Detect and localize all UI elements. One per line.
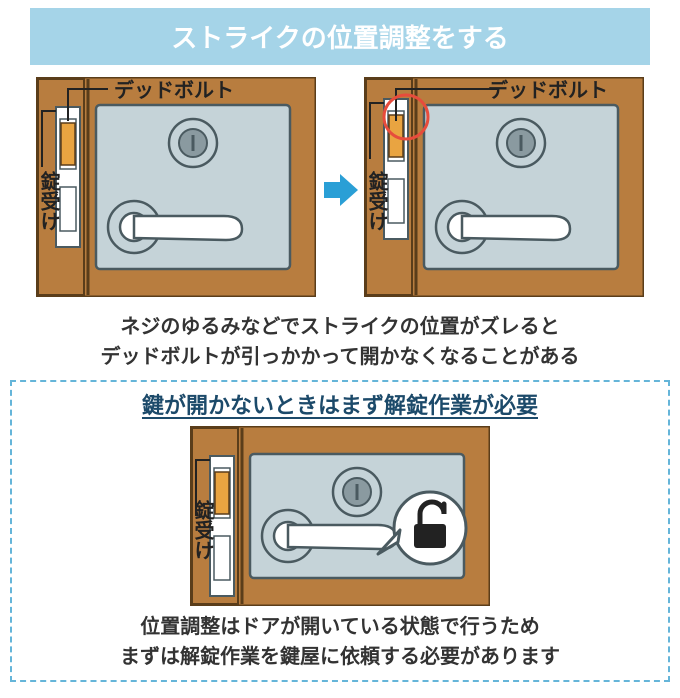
svg-text:デッドボルト: デッドボルト xyxy=(488,78,608,102)
arrow-icon xyxy=(320,170,360,210)
svg-text:錠受け: 錠受け xyxy=(191,499,214,560)
explain1-l2: デッドボルトが引っかかって開かなくなることがある xyxy=(101,346,580,368)
title-text: ストライクの位置調整をする xyxy=(171,23,508,53)
note-box: 鍵が開かないときはまず解錠作業が必要 錠受け 位置調整はドアが開いている状態で行… xyxy=(10,380,670,682)
subhead: 鍵が開かないときはまず解錠作業が必要 xyxy=(22,388,658,420)
title-bar: ストライクの位置調整をする xyxy=(30,8,650,65)
explain2-l1: 位置調整はドアが開いている状態で行うため xyxy=(140,616,539,638)
diagram-right: 錠受け デッドボルト xyxy=(364,77,644,302)
svg-text:デッドボルト: デッドボルト xyxy=(114,78,234,102)
svg-text:錠受け: 錠受け xyxy=(365,170,388,231)
svg-text:錠受け: 錠受け xyxy=(37,170,60,231)
comparison-row: 錠受け デッドボルト 錠受け デッドボルト xyxy=(0,77,680,302)
diagram-bottom: 錠受け xyxy=(22,426,658,606)
explain-text-2: 位置調整はドアが開いている状態で行うため まずは解錠作業を鍵屋に依頼する必要があ… xyxy=(22,612,658,672)
explain2-l2: まずは解錠作業を鍵屋に依頼する必要があります xyxy=(120,646,560,668)
explain-text-1: ネジのゆるみなどでストライクの位置がズレると デッドボルトが引っかかって開かなく… xyxy=(0,312,680,372)
explain1-l1: ネジのゆるみなどでストライクの位置がズレると xyxy=(120,316,559,338)
diagram-left: 錠受け デッドボルト xyxy=(36,77,316,302)
